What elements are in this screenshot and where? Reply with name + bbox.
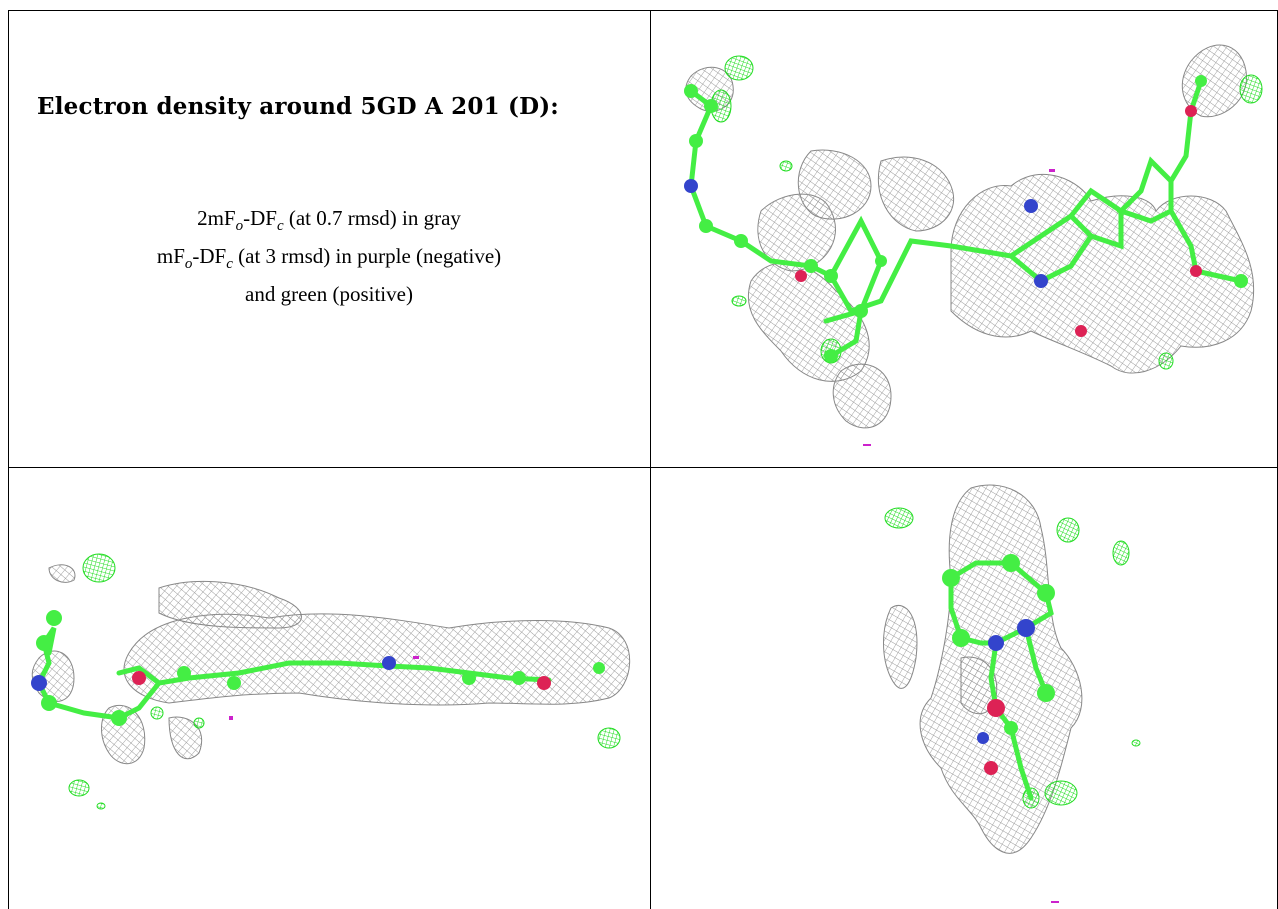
gray-mesh-end-on xyxy=(883,484,1083,854)
density-image-end-on xyxy=(883,484,1141,903)
grid-line-top xyxy=(8,10,1278,11)
caption-line-positive: and green (positive) xyxy=(245,282,413,307)
purple-negative-front xyxy=(863,169,1055,446)
caption-description: 2mFo-DFc (at 0.7 rmsd) in gray mFo-DFc (… xyxy=(9,203,649,309)
grid-line-middle-horizontal xyxy=(8,467,1278,468)
grid-line-left xyxy=(8,10,9,909)
density-panel-side xyxy=(9,468,650,909)
purple-negative-side xyxy=(229,656,419,720)
caption-cell: Electron density around 5GD A 201 (D): 2… xyxy=(9,0,649,468)
ligand-atoms-side xyxy=(31,610,605,726)
caption-line-fo: mFo-DFc (at 3 rmsd) in purple (negative) xyxy=(156,244,502,273)
gray-mesh-front xyxy=(685,44,1255,429)
purple-negative-end-on xyxy=(1051,901,1059,903)
green-positive-end-on xyxy=(884,507,1141,809)
caption-title: Electron density around 5GD A 201 (D): xyxy=(37,93,560,120)
grid-line-middle xyxy=(650,10,651,909)
ligand-atoms-front xyxy=(684,75,1248,363)
density-panel-end-on xyxy=(651,468,1277,909)
green-positive-side xyxy=(68,553,621,810)
density-panel-front xyxy=(651,11,1277,467)
ligand-atoms-end-on xyxy=(942,554,1055,775)
density-image-side xyxy=(31,553,631,810)
density-image-front xyxy=(684,44,1263,446)
caption-line-2fo: 2mFo-DFc (at 0.7 rmsd) in gray xyxy=(197,206,461,235)
gray-mesh-side xyxy=(31,564,631,765)
